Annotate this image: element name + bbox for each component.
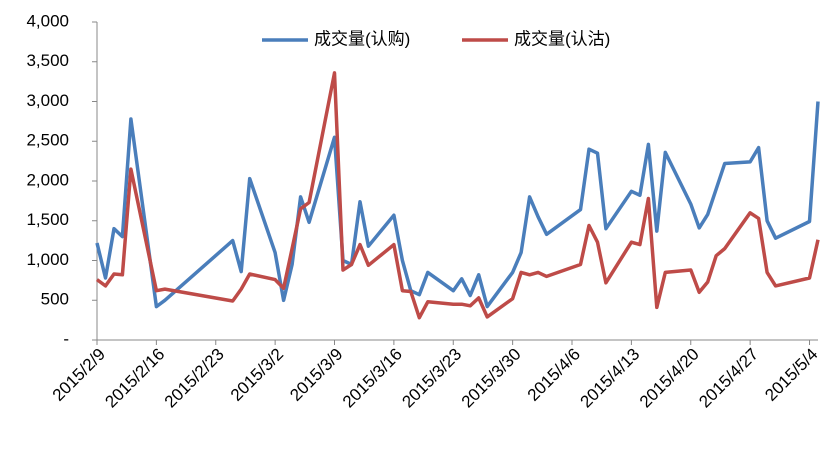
y-tick-label: 4,000 [26,11,69,30]
y-tick-label: 3,500 [26,51,69,70]
x-tick-label: 2015/3/30 [458,345,525,412]
legend-label: 成交量(认购) [314,29,410,48]
x-tick-label: 2015/2/9 [49,345,109,405]
y-tick-label: 1,500 [26,210,69,229]
x-tick-label: 2015/3/16 [339,345,406,412]
y-tick-label: 1,000 [26,250,69,269]
x-tick-label: 2015/5/4 [761,345,821,405]
x-tick-label: 2015/4/13 [576,345,643,412]
x-tick-label: 2015/3/23 [398,345,465,412]
y-tick-label: 2,500 [26,131,69,150]
series-line [95,71,820,320]
y-tick-label: 2,000 [26,170,69,189]
x-tick-label: 2015/2/16 [101,345,168,412]
y-tick-label: - [63,329,69,348]
series-line [95,101,820,309]
y-tick-label: 3,000 [26,91,69,110]
x-tick-label: 2015/3/2 [227,345,287,405]
legend-label: 成交量(认沽) [514,29,610,48]
x-tick-label: 2015/4/20 [636,345,703,412]
x-tick-label: 2015/4/6 [524,345,584,405]
x-tick-label: 2015/3/9 [286,345,346,405]
x-tick-label: 2015/4/27 [695,345,762,412]
y-tick-label: 500 [41,290,69,309]
x-tick-label: 2015/2/23 [161,345,228,412]
